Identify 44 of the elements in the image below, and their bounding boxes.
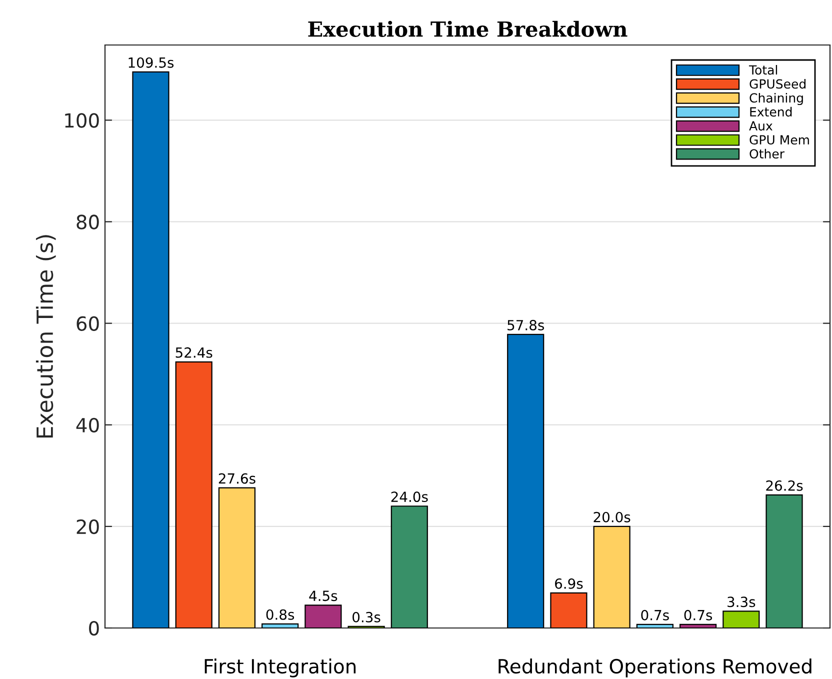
- bar: [175, 361, 212, 628]
- bar: [722, 610, 760, 628]
- data-label: 4.5s: [309, 590, 338, 602]
- data-label: 26.2s: [766, 480, 803, 491]
- legend-label: GPUSeed: [750, 78, 806, 89]
- data-label: 57.8s: [508, 320, 544, 330]
- bar: [636, 624, 674, 628]
- y-tick-label: 0: [89, 620, 99, 636]
- data-label: 3.3s: [728, 596, 756, 608]
- legend-label: Extend: [750, 106, 792, 117]
- bar: [390, 506, 428, 628]
- x-tick-label: First Integration: [204, 658, 356, 678]
- y-tick-label: 40: [76, 418, 99, 433]
- y-tick-label: 100: [65, 113, 99, 128]
- chart-title: Execution Time Breakdown: [308, 20, 628, 37]
- data-label: 0.3s: [352, 612, 380, 622]
- data-label: 0.7s: [684, 610, 712, 620]
- legend-label: Aux: [749, 121, 772, 131]
- bar: [593, 526, 630, 628]
- bar: [766, 494, 803, 628]
- bar: [679, 624, 717, 628]
- data-label: 0.8s: [266, 609, 294, 620]
- bar: [132, 71, 170, 628]
- legend-label: Other: [750, 148, 784, 159]
- legend-label: GPU Mem: [750, 135, 809, 145]
- data-label: 24.0s: [391, 492, 428, 502]
- data-label: 109.5s: [128, 57, 174, 68]
- bar: [218, 487, 256, 628]
- legend-label: Total: [748, 65, 778, 75]
- y-tick-label: 60: [76, 316, 99, 331]
- bar: [550, 592, 588, 628]
- data-label: 52.4s: [176, 347, 212, 358]
- y-tick-label: 80: [76, 214, 99, 230]
- y-tick-label: 20: [76, 519, 99, 534]
- y-axis-title: Execution Time (s): [36, 235, 56, 438]
- bar: [262, 623, 299, 628]
- data-label: 20.0s: [594, 512, 630, 522]
- bar: [507, 334, 544, 628]
- data-label: 6.9s: [555, 578, 583, 589]
- x-tick-label: Redundant Operations Removed: [498, 658, 812, 678]
- data-label: 27.6s: [218, 473, 256, 484]
- data-label: 0.7s: [641, 610, 669, 620]
- legend-label: Chaining: [750, 92, 803, 106]
- bar: [304, 604, 342, 628]
